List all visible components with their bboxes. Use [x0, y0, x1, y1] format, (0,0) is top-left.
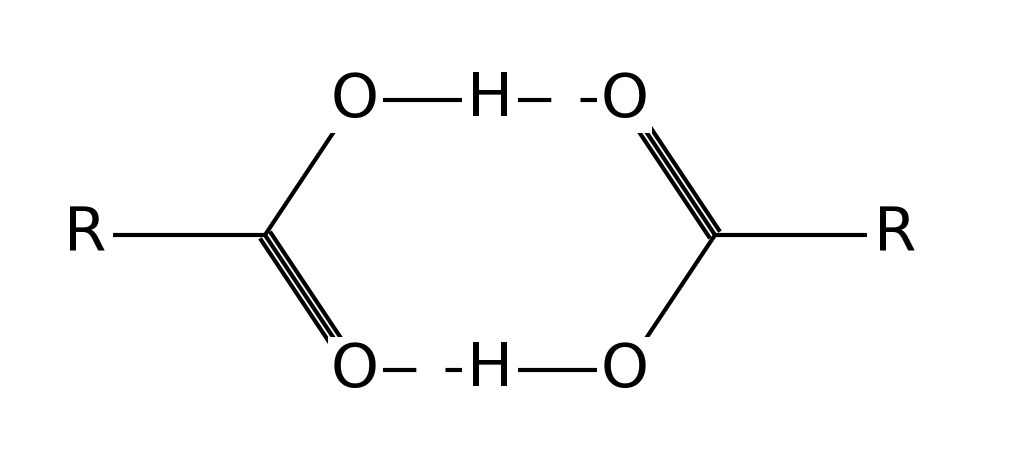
Text: O: O: [601, 70, 649, 130]
Text: R: R: [63, 205, 106, 265]
Text: O: O: [601, 340, 649, 400]
Text: O: O: [331, 340, 379, 400]
Text: O: O: [331, 70, 379, 130]
Text: R: R: [873, 205, 916, 265]
Text: H: H: [467, 340, 513, 400]
Text: H: H: [467, 70, 513, 130]
